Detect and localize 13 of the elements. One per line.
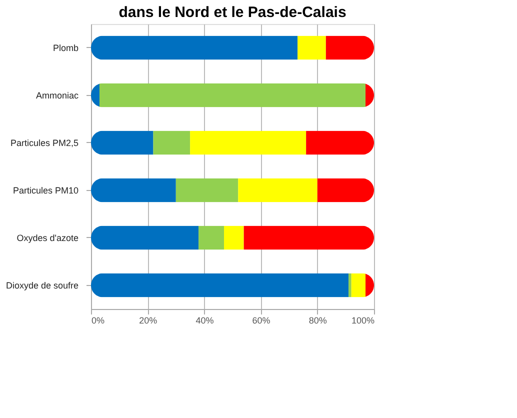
x-tick-label: 100% [351, 316, 374, 326]
x-tick-label: 0% [92, 316, 105, 326]
chart-title: dans le Nord et le Pas-de-Calais [118, 4, 346, 21]
x-tick-label: 60% [252, 316, 270, 326]
y-tick-label: Plomb [52, 42, 78, 53]
y-tick-label: Particules PM2,5 [10, 138, 78, 148]
x-tick-label: 40% [196, 316, 214, 326]
y-tick-label: Particules PM10 [12, 185, 78, 196]
y-tick-label: Oxydes d'azote [16, 232, 78, 243]
x-tick-label: 80% [308, 316, 327, 326]
y-tick-label: Ammoniac [36, 90, 79, 100]
x-tick-label: 20% [139, 316, 158, 326]
y-tick-label: Dioxyde de soufre [6, 280, 78, 290]
